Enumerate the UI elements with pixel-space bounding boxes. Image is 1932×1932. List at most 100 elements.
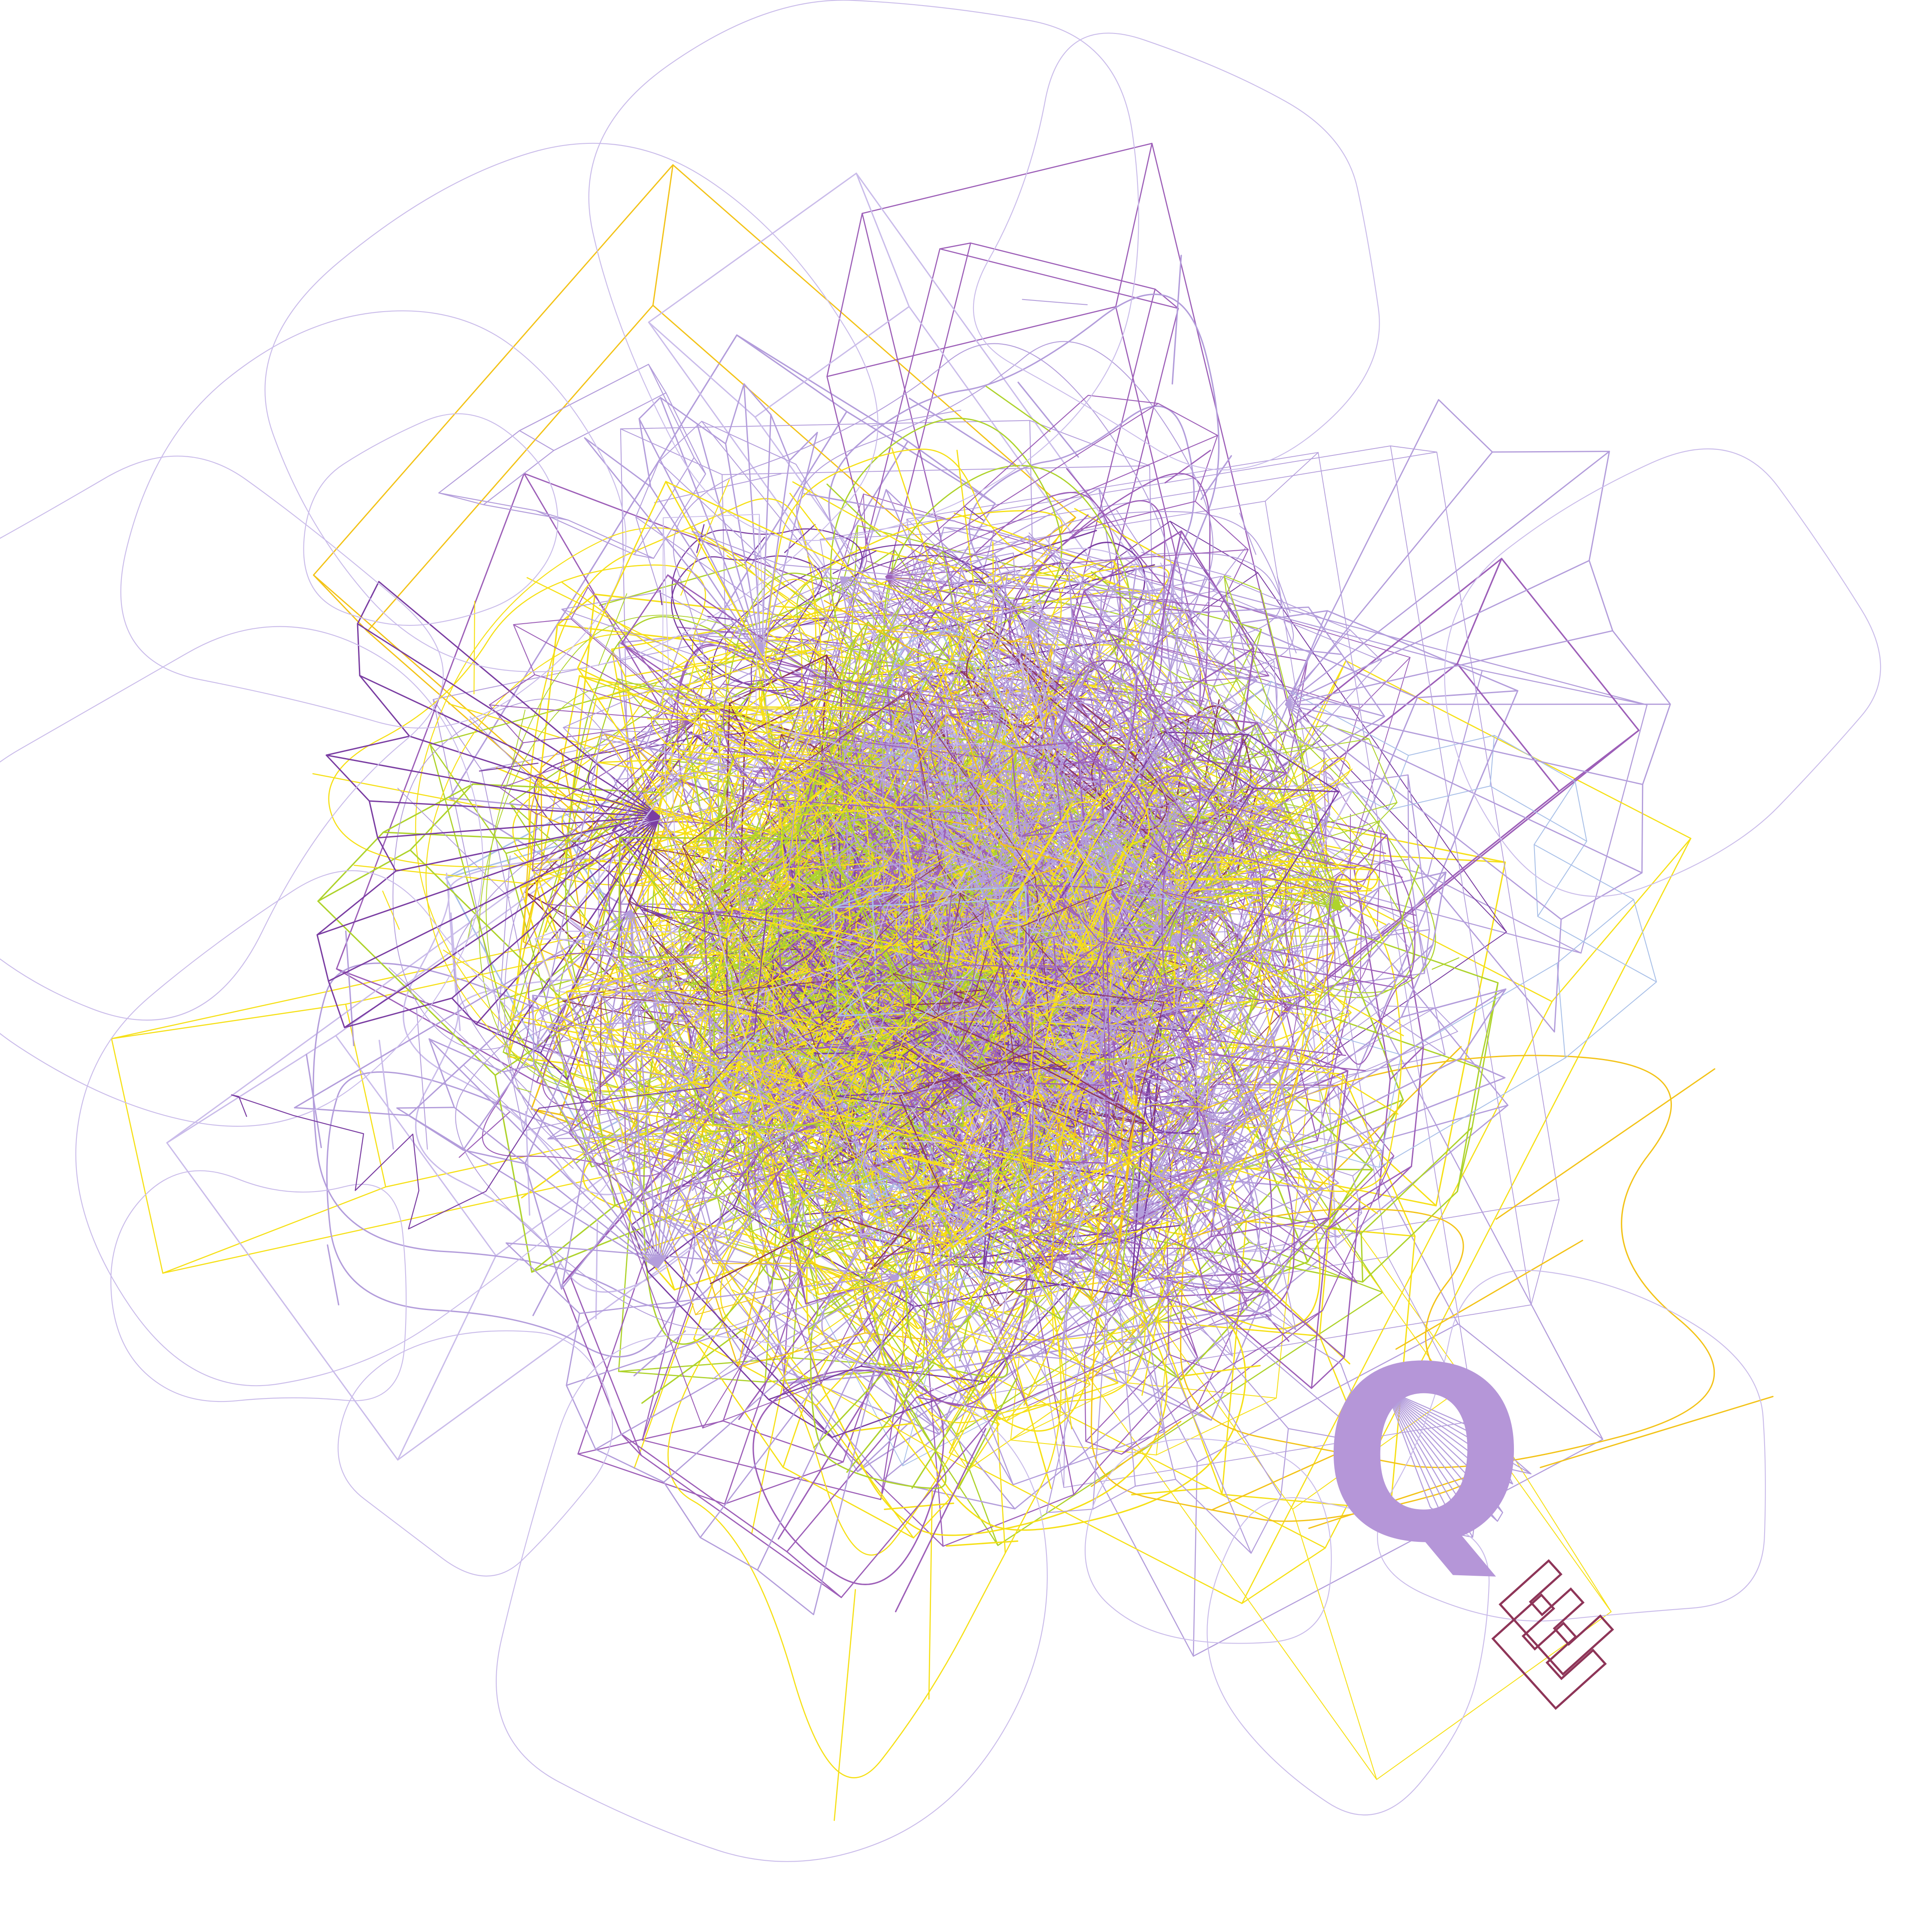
wireframe-stroke [973,33,1380,470]
wireframe-stroke [1013,853,1446,1128]
wireframe-stroke [1029,1207,1120,1301]
wireframe-stroke [981,898,1214,1108]
wireframe-stroke [1444,448,1881,897]
wireframe-stroke [833,886,1030,1017]
wireframe-stroke [649,545,1226,1435]
wireframe-stroke [768,895,1067,1185]
wireframe-stroke [326,1071,696,1358]
wireframe-stroke [848,851,912,948]
wireframe-stroke [724,654,843,922]
wireframe-stroke [878,875,1104,1104]
wireframe-stroke [803,255,1232,775]
wireframe-stroke [1057,657,1201,869]
wireframe-stroke [807,902,999,1026]
wireframe-stroke [725,903,1125,1109]
wireframe-stroke [1048,511,1282,639]
wireframe-stroke [635,904,823,1060]
wireframe-stroke [588,0,1139,541]
wireframe-stroke [1082,552,1294,669]
wireframe-stroke [720,1092,825,1186]
wireframe-stroke [1205,907,1339,1233]
wireframe-stroke [689,1020,932,1184]
wireframe-stroke [738,1210,1047,1613]
wireframe-stroke [843,731,1020,898]
wireframe-stroke [1091,1208,1497,1522]
wireframe-stroke [692,907,1095,1170]
wireframe-stroke [1180,1055,1715,1468]
wireframe-stroke [866,664,1271,1050]
wireframe-stroke [505,1242,900,1615]
wireframe-stroke [824,600,1075,877]
wireframe-stroke [0,626,483,1127]
wireframe-stroke [949,660,1692,1604]
wireframe-stroke [1206,823,1277,883]
wireframe-stroke [978,1137,1153,1344]
wireframe-stroke [963,754,1152,980]
wireframe-stroke [599,892,1067,1114]
wireframe-stroke [692,531,1185,819]
wireframe-stroke [303,413,558,626]
wireframe-stroke [745,692,1004,892]
wireframe-stroke [835,741,1283,1125]
wireframe-stroke [1066,780,1150,875]
wireframe-stroke [622,813,876,1144]
wireframe-stroke [1141,558,1640,1018]
wireframe-stroke [1046,1223,1371,1554]
wireframe-stroke [837,845,1020,969]
wireframe-stroke [1326,860,1416,1065]
wireframe-stroke [1386,1389,1532,1538]
wireframe-stroke [927,746,1074,862]
wireframe-stroke [994,626,1027,671]
wireframe-stroke [231,908,767,1230]
wireframe-stroke [977,812,1219,1182]
wireframe-stroke [824,804,1011,1047]
wireframe-tangle-layer [0,0,1881,1862]
wireframe-stroke [1010,1072,1309,1456]
wireframe-stroke [604,646,1352,1394]
wireframe-stroke [719,773,1078,1126]
wireframe-stroke [723,674,1006,814]
wireframe-stroke [922,1080,1004,1172]
wireframe-stroke [111,919,773,1274]
wireframe-stroke [671,528,863,692]
wireframe-stroke [956,661,1074,803]
wireframe-stroke [790,863,931,1067]
wireframe-stroke [75,870,623,1386]
wireframe-stroke [941,1046,1098,1359]
wireframe-stroke [703,901,953,1054]
wireframe-stroke [313,164,1077,928]
wireframe-stroke [992,576,1382,937]
wireframe-stroke [723,676,806,786]
wireframe-stroke [894,920,1267,1226]
wireframe-stroke [534,953,781,1048]
wireframe-stroke [889,1131,958,1201]
wireframe-stroke [824,732,1077,961]
wireframe-stroke [804,1075,1036,1383]
wireframe-stroke [722,843,1110,1292]
wireframe-stroke [858,888,1248,1407]
wireframe-stroke [915,680,1086,913]
wireframe-stroke [896,635,1156,890]
wireframe-stroke [783,816,1103,1125]
wireframe-stroke [886,898,1058,1063]
wireframe-stroke [951,947,1093,1240]
wireframe-stroke [651,694,721,767]
wireframe-stroke [830,982,1035,1170]
wireframe-stroke [826,143,1355,1211]
wireframe-stroke [577,481,1046,975]
wireframe-stroke [1319,757,1351,789]
wireframe-stroke [264,143,879,673]
wireframe-stroke [826,385,1163,737]
wireframe-stroke [773,942,1017,1159]
wireframe-stroke [990,634,1091,755]
wireframe-stroke [879,858,1071,1055]
wireframe-stroke [954,610,1519,1421]
wireframe-stroke [1035,881,1335,1233]
wireframe-stroke [1243,774,1430,991]
wireframe-stroke [971,803,1028,897]
wireframe-stroke [697,784,883,992]
wireframe-stroke [946,604,1059,839]
wireframe-stroke [1031,820,1227,934]
wireframe-stroke [702,955,1033,1289]
